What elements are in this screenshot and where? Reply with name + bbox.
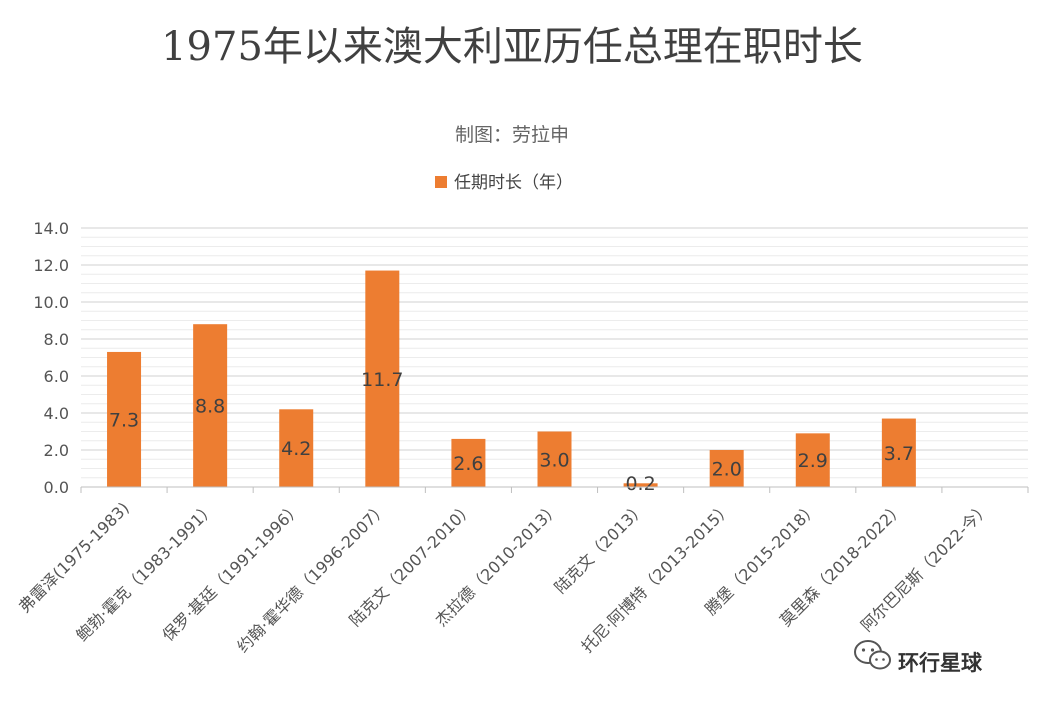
y-tick-label: 8.0 [44, 330, 69, 349]
y-tick-label: 0.0 [44, 478, 69, 497]
gridlines [81, 227, 1028, 479]
y-tick-label: 12.0 [33, 256, 69, 275]
y-tick-label: 6.0 [44, 367, 69, 386]
y-tick-label: 10.0 [33, 293, 69, 312]
data-label: 3.0 [539, 449, 569, 471]
data-label: 11.7 [361, 369, 403, 391]
bar [881, 418, 916, 487]
bar [709, 450, 744, 487]
data-label: 0.2 [625, 473, 655, 495]
y-tick-label: 4.0 [44, 404, 69, 423]
bars [107, 270, 916, 487]
bar [451, 438, 486, 487]
chart-subtitle: 制图：劳拉申 [455, 124, 569, 146]
data-label: 2.0 [712, 459, 742, 481]
data-label: 7.3 [109, 409, 139, 431]
bar [279, 409, 314, 487]
data-label: 4.2 [281, 438, 311, 460]
x-tick-label: 鲍勃·霍克（1983-1991） [72, 498, 219, 645]
x-tick-label: 约翰·霍华德（1996-2007） [233, 498, 391, 656]
bar [623, 483, 658, 487]
legend: 任期时长（年） [435, 173, 573, 193]
y-axis: 0.0 2.0 4.0 6.0 8.0 10.0 12.0 14.0 [33, 219, 69, 497]
bar [193, 324, 228, 487]
chart-title: 1975年以来澳大利亚历任总理在职时长 [161, 24, 863, 70]
x-tick-label: 陆克文（2013） [551, 498, 650, 597]
data-label: 8.8 [195, 396, 225, 418]
data-label: 2.6 [453, 453, 483, 475]
legend-label: 任期时长（年） [454, 173, 573, 193]
bar [795, 433, 830, 487]
legend-swatch [435, 176, 447, 188]
data-labels: 7.3 8.8 4.2 11.7 2.6 3.0 0.2 2.0 2.9 3.7 [109, 369, 914, 495]
bar [537, 431, 572, 487]
wechat-icon [854, 640, 891, 670]
data-label: 2.9 [798, 450, 828, 472]
x-tick-label: 保罗·基廷（1991-1996） [158, 498, 305, 645]
x-axis: 弗雷泽(1975-1983)鲍勃·霍克（1983-1991）保罗·基廷（1991… [15, 486, 1029, 656]
y-tick-label: 2.0 [44, 441, 69, 460]
watermark: 环行星球 [854, 640, 983, 675]
data-label: 3.7 [884, 443, 914, 465]
watermark-text: 环行星球 [898, 651, 983, 675]
bar [365, 270, 400, 487]
bar [107, 351, 142, 487]
x-tick-label: 托尼·阿博特（2013-2015） [578, 498, 736, 656]
y-tick-label: 14.0 [33, 219, 69, 238]
